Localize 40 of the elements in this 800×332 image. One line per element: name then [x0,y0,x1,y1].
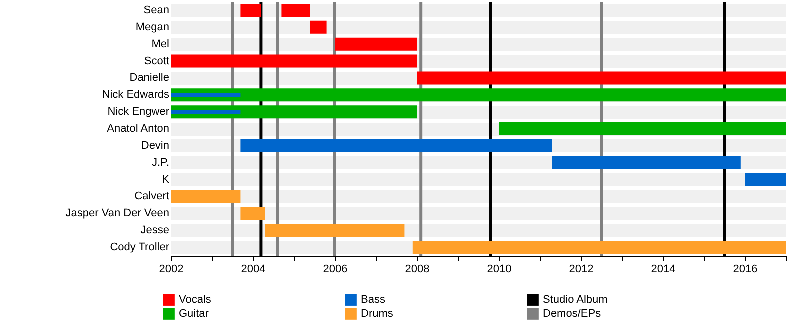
bar [171,110,241,114]
y-tick-label: Nick Engwer [108,106,170,118]
bar [310,20,327,34]
y-tick-label: Calvert [134,190,170,203]
x-tick-label: 2002 [159,264,184,276]
legend-label: Drums [361,308,394,320]
bar [745,173,786,186]
y-tick-label: Devin [141,140,170,152]
y-tick-label: Scott [144,55,170,68]
x-tick-label: 2016 [733,264,758,276]
bar [171,93,241,98]
bar [335,38,417,51]
legend-label: Demos/EPs [543,308,602,320]
y-tick-label: Mel [152,38,170,50]
bar [265,224,405,238]
y-tick-label: Nick Edwards [102,89,170,102]
legend-label: Vocals [179,294,212,306]
y-tick-label: Megan [136,21,170,34]
y-tick-label: Jesse [140,224,170,237]
bar [171,190,241,204]
x-tick-label: 2004 [241,264,266,276]
legend-label: Bass [361,294,386,306]
y-tick-label: Jasper Van Der Veen [66,208,170,220]
bar [282,4,310,17]
x-tick-label: 2006 [323,264,348,276]
legend-label: Studio Album [543,294,608,306]
y-tick-label: Sean [144,4,170,16]
x-tick-label: 2010 [487,264,512,276]
y-tick-label: Danielle [130,72,170,84]
y-tick-label: J.P. [152,156,170,169]
legend-label: Guitar [179,308,210,320]
x-tick-label: 2012 [569,264,594,276]
bar [240,4,262,17]
bar [552,156,741,170]
x-tick-label: 2008 [405,264,430,276]
x-tick-label: 2014 [651,264,676,276]
y-tick-label: K [162,174,170,186]
y-tick-label: Cody Troller [110,242,170,254]
y-tick-label: Anatol Anton [107,123,170,135]
bar [240,207,266,220]
